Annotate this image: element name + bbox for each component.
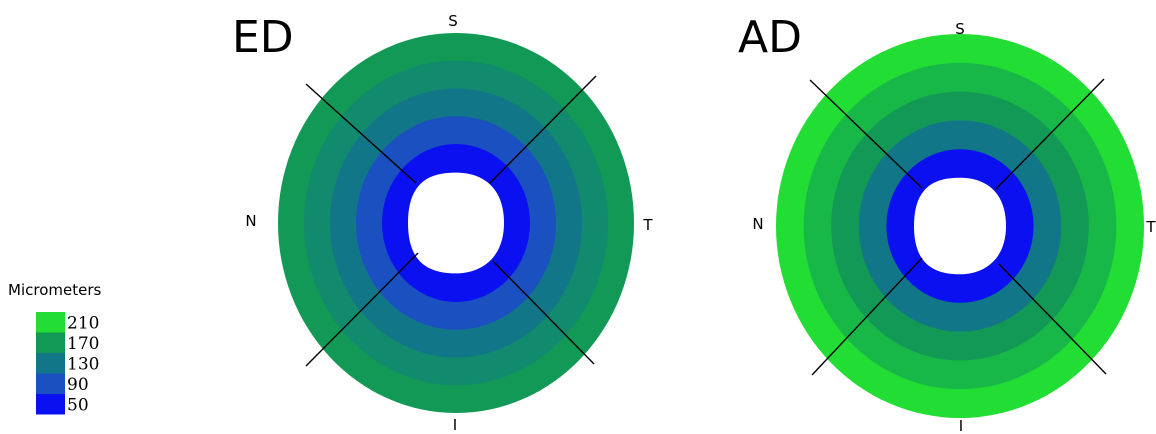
sector-divider-line [305,83,417,184]
legend-swatch [36,394,65,415]
label-superior-ad: S [955,20,965,38]
legend-swatch [36,312,65,333]
label-inferior-ad: I [959,417,963,434]
legend-label: 90 [67,375,89,395]
label-nasal-ad: N [752,215,763,233]
label-nasal-ed: N [245,212,256,230]
label-superior-ed: S [448,12,458,30]
legend-label: 210 [67,314,99,334]
legend-label: 170 [67,334,99,354]
panel-ed: ED S N T I [232,12,653,434]
optic-disc [408,172,504,274]
label-temporal-ed: T [642,216,653,234]
panel-title-ed: ED [232,12,294,63]
legend-swatch [36,373,65,394]
panel-title-ad: AD [738,12,802,63]
optic-disc [914,177,1006,275]
sector-divider-line [998,263,1107,375]
legend-title: Micrometers [8,281,101,299]
sector-divider-line [489,75,597,184]
sector-divider-line [809,79,923,189]
legend-label: 130 [67,355,99,375]
label-inferior-ed: I [453,416,457,434]
thickness-map-ed [278,33,634,413]
legend-swatch [36,332,65,353]
sector-divider-line [811,257,923,376]
sector-divider-line [994,78,1105,191]
legend-label: 50 [67,396,89,416]
panel-ad: AD S N T I [738,12,1156,434]
legend-swatch [36,353,65,374]
thickness-map-ad [776,34,1144,418]
sector-divider-line [492,260,595,365]
label-temporal-ad: T [1145,218,1156,236]
sector-divider-line [305,252,419,367]
